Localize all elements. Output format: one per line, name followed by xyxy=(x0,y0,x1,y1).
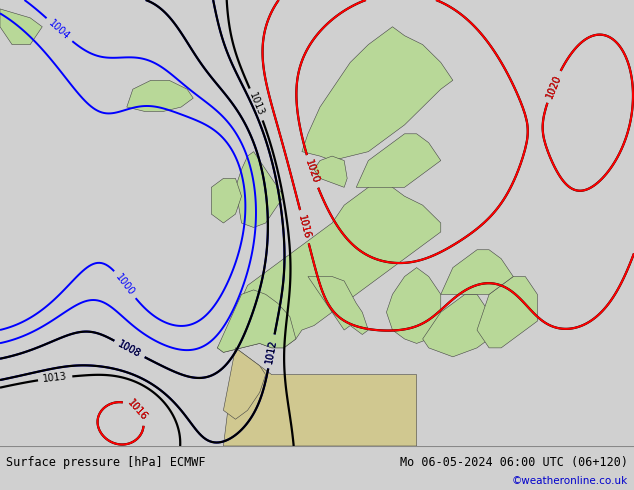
Text: 1012: 1012 xyxy=(264,339,278,365)
Text: 1000: 1000 xyxy=(113,272,136,297)
Text: Mo 06-05-2024 06:00 UTC (06+120): Mo 06-05-2024 06:00 UTC (06+120) xyxy=(399,456,628,469)
Text: 1016: 1016 xyxy=(126,397,150,422)
Text: 1016: 1016 xyxy=(126,397,150,422)
Polygon shape xyxy=(477,276,538,348)
Polygon shape xyxy=(223,348,266,419)
Polygon shape xyxy=(441,250,514,294)
Text: 1008: 1008 xyxy=(116,339,143,359)
Text: 1020: 1020 xyxy=(304,158,321,185)
Text: 1013: 1013 xyxy=(42,372,68,384)
Text: 1020: 1020 xyxy=(304,158,321,185)
Text: Surface pressure [hPa] ECMWF: Surface pressure [hPa] ECMWF xyxy=(6,456,206,469)
Text: 1004: 1004 xyxy=(47,18,72,42)
Polygon shape xyxy=(423,294,489,357)
Polygon shape xyxy=(308,276,368,335)
Text: 1016: 1016 xyxy=(297,214,313,240)
Text: 1016: 1016 xyxy=(297,214,313,240)
Text: 1020: 1020 xyxy=(544,74,563,100)
Polygon shape xyxy=(302,27,453,161)
Text: ©weatheronline.co.uk: ©weatheronline.co.uk xyxy=(512,476,628,487)
Polygon shape xyxy=(211,178,242,223)
Polygon shape xyxy=(223,348,417,446)
Polygon shape xyxy=(0,9,42,45)
Text: 1012: 1012 xyxy=(264,339,278,365)
Polygon shape xyxy=(217,290,296,352)
Polygon shape xyxy=(235,151,284,227)
Polygon shape xyxy=(356,134,441,187)
Polygon shape xyxy=(127,80,193,112)
Text: 1008: 1008 xyxy=(116,339,143,359)
Polygon shape xyxy=(387,268,441,343)
Polygon shape xyxy=(314,156,347,187)
Text: 1020: 1020 xyxy=(544,74,563,100)
Text: 1013: 1013 xyxy=(247,91,266,118)
Polygon shape xyxy=(217,178,441,352)
